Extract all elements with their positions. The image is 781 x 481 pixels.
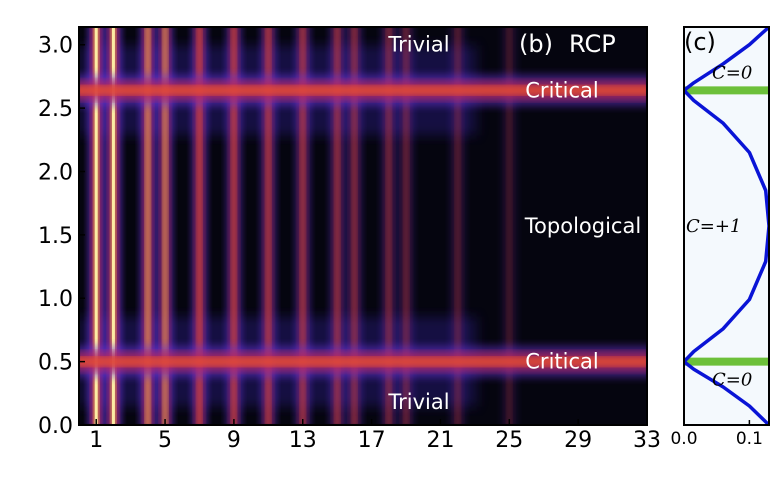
chern-annotations: C=0 C=+1 C=0 [686,63,752,391]
heatmap-panel: 0.0 0.5 1.0 1.5 2.0 2.5 3.0 1 5 9 13 17 21 25 29 33 Tr… [38,26,661,453]
chern-panel: 0.0 0.1 C=0 C=+1 C=0 (c) [670,26,770,449]
y-tick-label: 2.0 [38,160,73,185]
heatmap-column [156,27,175,425]
panel-b-title: RCP [569,30,616,58]
region-label-critical: Critical [525,78,598,102]
heatmap-column [379,27,398,425]
chern-x-tick-label: 0.1 [736,429,763,449]
region-label-topological: Topological [524,214,641,238]
heatmap-column [224,27,243,425]
y-tick-label: 0.5 [38,351,73,376]
panel-b-label: (b) [519,30,553,58]
chern-curve [684,27,769,425]
chern-number-label: C=0 [712,369,752,390]
heatmap-column [138,27,157,425]
chern-number-label: C=+1 [686,216,741,237]
chern-highlight-bars [684,86,769,366]
heatmap-bands [79,27,647,425]
y-tick-label: 0.0 [38,414,73,439]
heatmap-column [87,27,106,425]
heatmap-column [190,27,209,425]
phase-transition-bar [684,86,769,95]
x-tick-label: 29 [564,428,592,453]
panel-c-label: (c) [684,28,716,56]
y-tick-label: 3.0 [38,34,73,59]
chern-frame [683,26,770,426]
x-tick-label: 13 [289,428,317,453]
region-label-trivial: Trivial [387,33,449,57]
heatmap-column [259,27,278,425]
heatmap-y-ticks: 0.0 0.5 1.0 1.5 2.0 2.5 3.0 [38,34,85,439]
heatmap-column [104,27,123,425]
chern-x-ticks: 0.0 0.1 [670,420,763,449]
heatmap-x-ticks: 1 5 9 13 17 21 25 29 33 [89,419,661,453]
region-label-critical: Critical [525,350,598,374]
heatmap-column [328,27,347,425]
heatmap-column [345,27,364,425]
heatmap-region-labels: Trivial Critical Topological Critical Trivia… [387,33,641,414]
chern-number-label: C=0 [712,63,752,84]
heatmap-column [293,27,312,425]
chern-x-tick-label: 0.0 [670,429,697,449]
x-tick-label: 5 [158,428,172,453]
x-tick-label: 17 [358,428,386,453]
x-tick-label: 21 [426,428,454,453]
y-tick-label: 2.5 [38,97,73,122]
heatmap-column [448,27,467,425]
critical-band [79,345,647,378]
phase-transition-bar [684,357,769,366]
x-tick-label: 1 [89,428,103,453]
chern-series [684,27,769,425]
region-label-trivial: Trivial [387,390,449,414]
y-tick-label: 1.5 [38,224,73,249]
critical-band [79,74,647,107]
heatmap-column [397,27,416,425]
heatmap-frame [78,26,648,426]
x-tick-label: 9 [227,428,241,453]
heatmap-column [500,27,519,425]
x-tick-label: 25 [495,428,523,453]
x-tick-label: 33 [633,428,661,453]
y-tick-label: 1.0 [38,287,73,312]
